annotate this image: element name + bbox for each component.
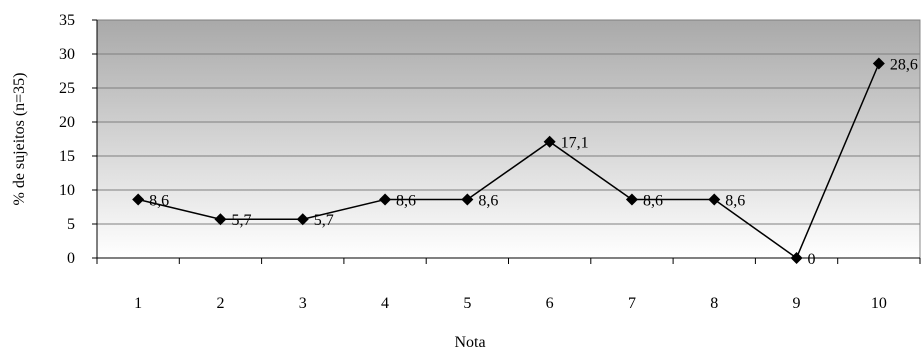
x-tick-label: 9 — [793, 295, 801, 312]
x-tick-label: 8 — [710, 295, 718, 312]
y-tick-labels: 0 5 10 15 20 25 30 35 — [59, 12, 75, 267]
data-label: 0 — [808, 251, 816, 268]
gridlines — [97, 19, 920, 225]
data-point — [708, 193, 721, 206]
data-label: 28,6 — [890, 57, 918, 74]
y-tick-label: 10 — [59, 182, 75, 199]
data-point — [132, 193, 145, 206]
y-tick-label: 5 — [67, 216, 75, 233]
data-point — [543, 135, 556, 148]
x-tick-label: 4 — [381, 295, 389, 312]
data-label: 8,6 — [478, 193, 498, 210]
x-tick-label: 10 — [871, 295, 887, 312]
x-tick-label: 6 — [546, 295, 554, 312]
x-tick-label: 1 — [134, 295, 142, 312]
data-label: 5,7 — [314, 212, 334, 229]
data-point — [461, 193, 474, 206]
data-label: 8,6 — [725, 193, 745, 210]
y-tick-label: 15 — [59, 148, 75, 165]
x-tick-label: 3 — [299, 295, 307, 312]
data-label: 8,6 — [396, 193, 416, 210]
axes — [92, 19, 921, 264]
data-label: 5,7 — [231, 212, 251, 229]
data-label: 8,6 — [149, 193, 169, 210]
x-tick-label: 7 — [628, 295, 636, 312]
series-line — [138, 63, 880, 260]
data-point — [625, 193, 638, 206]
x-axis-title: Nota — [454, 334, 485, 350]
plot-area — [96, 19, 921, 259]
x-tick-label: 2 — [216, 295, 224, 312]
y-tick-label: 0 — [67, 250, 75, 267]
y-tick-label: 30 — [59, 46, 75, 63]
y-axis-title: % de sujeitos (n=35) — [11, 73, 28, 206]
data-label: 17,1 — [561, 135, 589, 152]
y-tick-label: 25 — [59, 80, 75, 97]
data-markers — [132, 57, 885, 264]
x-tick-labels: 1 2 3 4 5 6 7 8 9 10 — [134, 295, 887, 312]
data-label: 8,6 — [643, 193, 663, 210]
data-labels: 8,6 5,7 5,7 8,6 8,6 17,1 8,6 8,6 0 28,6 — [149, 57, 918, 268]
data-point — [790, 252, 803, 264]
y-tick-label: 35 — [59, 12, 75, 29]
data-point — [296, 213, 309, 226]
x-tick-label: 5 — [463, 295, 471, 312]
data-point — [214, 213, 227, 226]
data-point — [379, 193, 392, 206]
y-tick-label: 20 — [59, 114, 75, 131]
data-point — [872, 57, 885, 70]
